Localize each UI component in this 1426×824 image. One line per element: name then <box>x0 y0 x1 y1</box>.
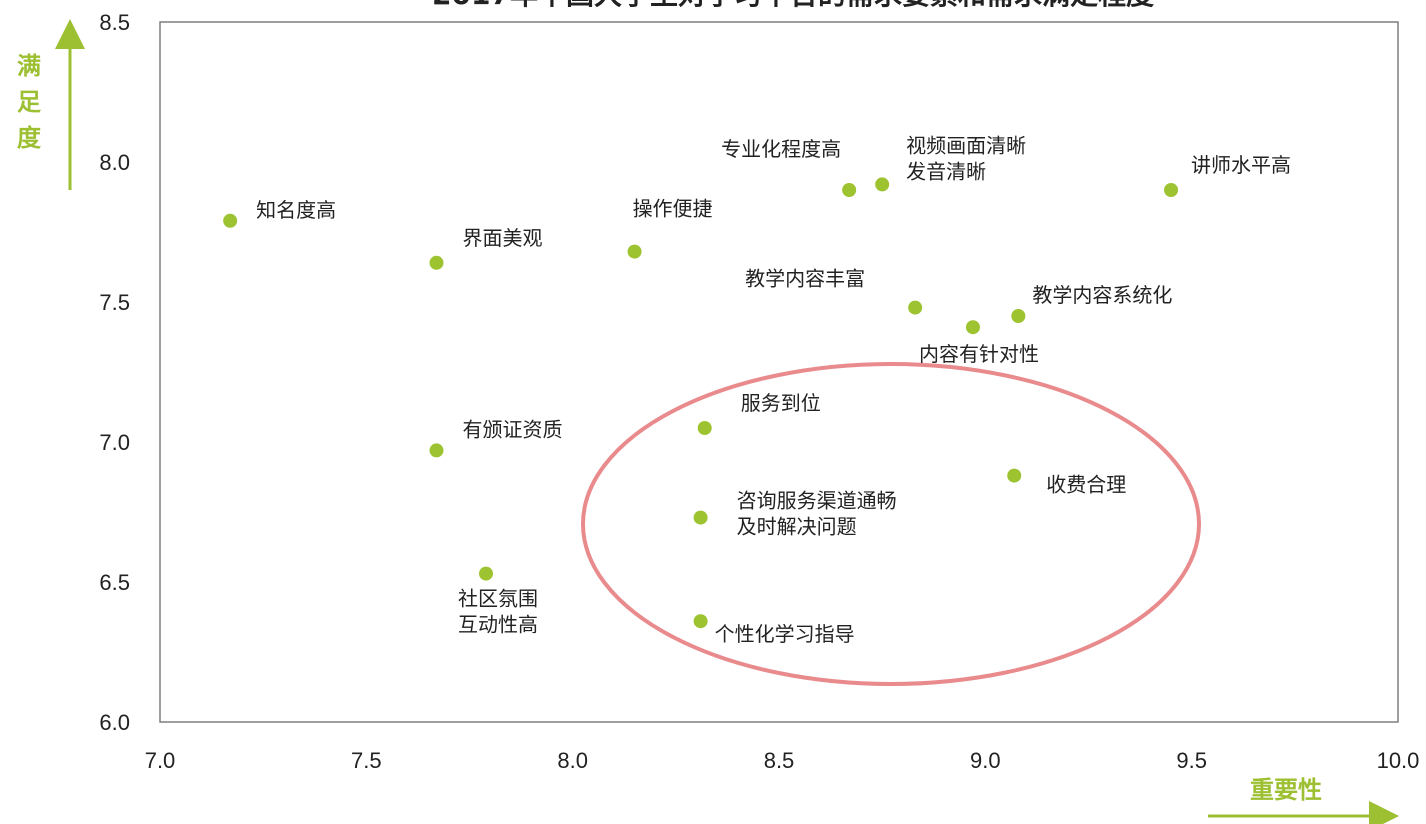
point-label: 咨询服务渠道通畅及时解决问题 <box>737 489 897 539</box>
data-point <box>1164 183 1179 197</box>
x-tick-label: 9.5 <box>1176 748 1207 773</box>
data-point <box>1011 309 1026 323</box>
point-label: 内容有针对性 <box>919 342 1039 366</box>
highlight-ellipse <box>581 362 1201 686</box>
point-label: 知名度高 <box>256 198 336 222</box>
point-label: 社区氛围互动性高 <box>458 587 538 637</box>
point-label: 有颁证资质 <box>462 417 562 441</box>
y-tick-label: 6.5 <box>99 570 130 595</box>
data-point <box>223 213 238 228</box>
data-point <box>1007 468 1022 483</box>
point-label: 讲师水平高 <box>1191 153 1291 177</box>
x-axis-title: 重要性 <box>1250 776 1322 804</box>
plot-frame <box>159 21 1399 723</box>
chart-title: 2017年中国大学生对学习平台的需求要素和需求满足程度 <box>432 0 1154 11</box>
data-points <box>223 177 1179 629</box>
data-point <box>429 443 444 458</box>
y-tick-label: 7.5 <box>99 290 130 315</box>
point-label: 专业化程度高 <box>721 137 841 161</box>
point-label: 收费合理 <box>1046 473 1126 497</box>
y-tick-label: 8.5 <box>99 10 130 35</box>
data-point <box>693 510 708 525</box>
x-tick-label: 9.0 <box>970 748 1001 773</box>
point-label: 个性化学习指导 <box>715 622 855 646</box>
data-point <box>479 566 494 581</box>
data-point <box>429 255 444 270</box>
x-tick-label: 8.5 <box>764 748 795 773</box>
x-tick-label: 10.0 <box>1377 748 1420 773</box>
point-label: 操作便捷 <box>633 197 713 221</box>
data-point <box>627 244 642 259</box>
point-label: 教学内容丰富 <box>745 267 865 291</box>
data-point <box>875 177 890 192</box>
y-tick-label: 8.0 <box>99 150 130 175</box>
y-axis-title: 满足度 <box>17 52 41 152</box>
point-label: 教学内容系统化 <box>1032 283 1172 307</box>
x-tick-label: 8.0 <box>557 748 588 773</box>
data-point <box>697 421 712 435</box>
y-tick-label: 7.0 <box>99 430 130 455</box>
point-label: 服务到位 <box>741 391 821 415</box>
point-label: 视频画面清晰发音清晰 <box>906 133 1026 183</box>
point-label: 界面美观 <box>462 226 542 250</box>
plot-border <box>159 21 1399 723</box>
data-point <box>693 614 708 629</box>
y-tick-label: 6.0 <box>99 710 130 735</box>
data-point <box>842 183 857 197</box>
axis-ticks: 7.0 7.5 8.0 8.5 9.0 9.5 10.0 6.0 6.5 7.0 7.5 8.0 8.5 <box>99 10 1419 773</box>
x-tick-label: 7.0 <box>145 748 176 773</box>
data-point <box>908 300 923 315</box>
x-tick-label: 7.5 <box>351 748 382 773</box>
data-point <box>965 320 980 335</box>
